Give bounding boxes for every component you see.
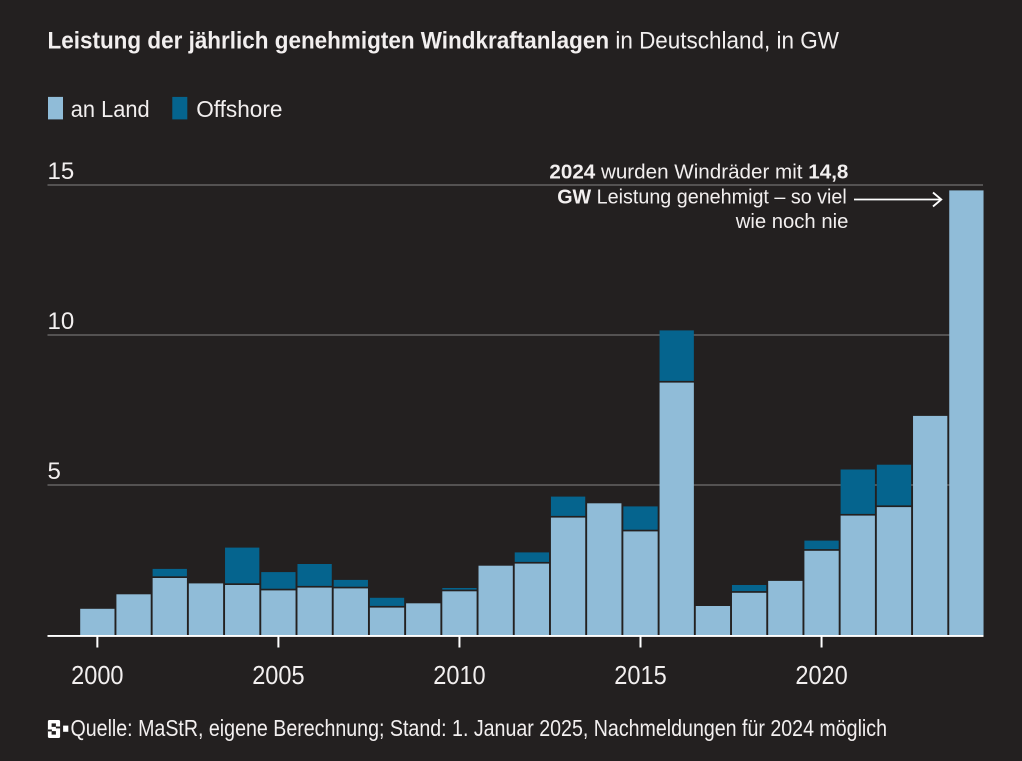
svg-text:2010: 2010 (433, 662, 485, 690)
svg-text:2005: 2005 (252, 662, 304, 690)
svg-text:Leistung der jährlich genehmig: Leistung der jährlich genehmigten Windkr… (48, 28, 840, 55)
svg-text:5: 5 (48, 458, 61, 485)
svg-text:GW Leistung genehmigt – so vie: GW Leistung genehmigt – so viel (557, 186, 847, 209)
svg-text:2000: 2000 (71, 662, 123, 690)
svg-text:15: 15 (48, 158, 75, 185)
svg-text:2020: 2020 (795, 662, 847, 690)
svg-text:10: 10 (48, 308, 75, 335)
svg-text:Offshore: Offshore (196, 96, 282, 122)
svg-text:2024 wurden Windräder mit 14,8: 2024 wurden Windräder mit 14,8 (549, 161, 848, 184)
svg-text:wie noch nie: wie noch nie (735, 210, 849, 233)
svg-text:Quelle: MaStR, eigene Berechnu: Quelle: MaStR, eigene Berechnung; Stand:… (71, 715, 888, 741)
svg-text:an Land: an Land (71, 96, 150, 122)
svg-text:2015: 2015 (614, 662, 666, 690)
